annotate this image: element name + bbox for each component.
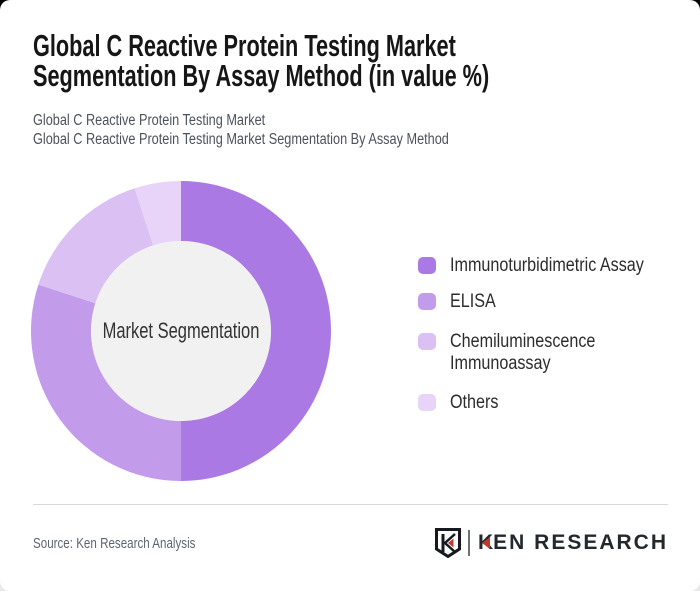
ken-research-shield-icon [434,528,461,558]
legend-item-chemiluminescence: Chemiluminescence Immunoassay [418,331,650,375]
donut-slice-1 [31,284,181,481]
legend-swatch-immunoturbidimetric [418,257,436,274]
legend-swatch-chemiluminescence [418,333,436,350]
legend-item-others: Others [418,392,507,414]
donut-slice-3 [134,181,181,246]
donut-svg [31,181,331,481]
source-note: Source: Ken Research Analysis [33,536,196,552]
legend-swatch-elisa [418,293,436,310]
legend-label: ELISA [450,291,496,312]
donut-hole [91,241,271,421]
legend-item-immunoturbidimetric: Immunoturbidimetric Assay [418,255,678,277]
logo-divider [467,530,470,556]
legend-swatch-others [418,394,436,411]
footer-divider [33,504,668,505]
legend-label: Chemiluminescence Immunoassay [450,331,596,374]
subtitle-line-2: Global C Reactive Protein Testing Market… [33,131,449,148]
donut-chart: Market Segmentation [31,181,331,481]
logo-brand-rest: EN RESEARCH [493,531,668,554]
logo-red-triangle-icon [482,537,491,549]
chart-subtitle: Global C Reactive Protein Testing Market… [33,111,689,149]
logo-brand-text: KEN RESEARCH [478,531,668,555]
title-line-2: Segmentation By Assay Method (in value %… [33,58,490,93]
donut-slice-2 [38,188,154,304]
donut-slice-0 [181,181,331,481]
legend-label: Immunoturbidimetric Assay [450,255,644,276]
legend-label: Others [450,392,499,413]
page-title: Global C Reactive Protein Testing Market… [33,28,663,93]
title-line-1: Global C Reactive Protein Testing Market [33,28,456,63]
ken-research-logo: KEN RESEARCH [434,527,668,559]
subtitle-line-1: Global C Reactive Protein Testing Market [33,112,266,129]
legend-item-elisa: ELISA [418,291,504,313]
donut-center-label: Market Segmentation [102,318,260,343]
